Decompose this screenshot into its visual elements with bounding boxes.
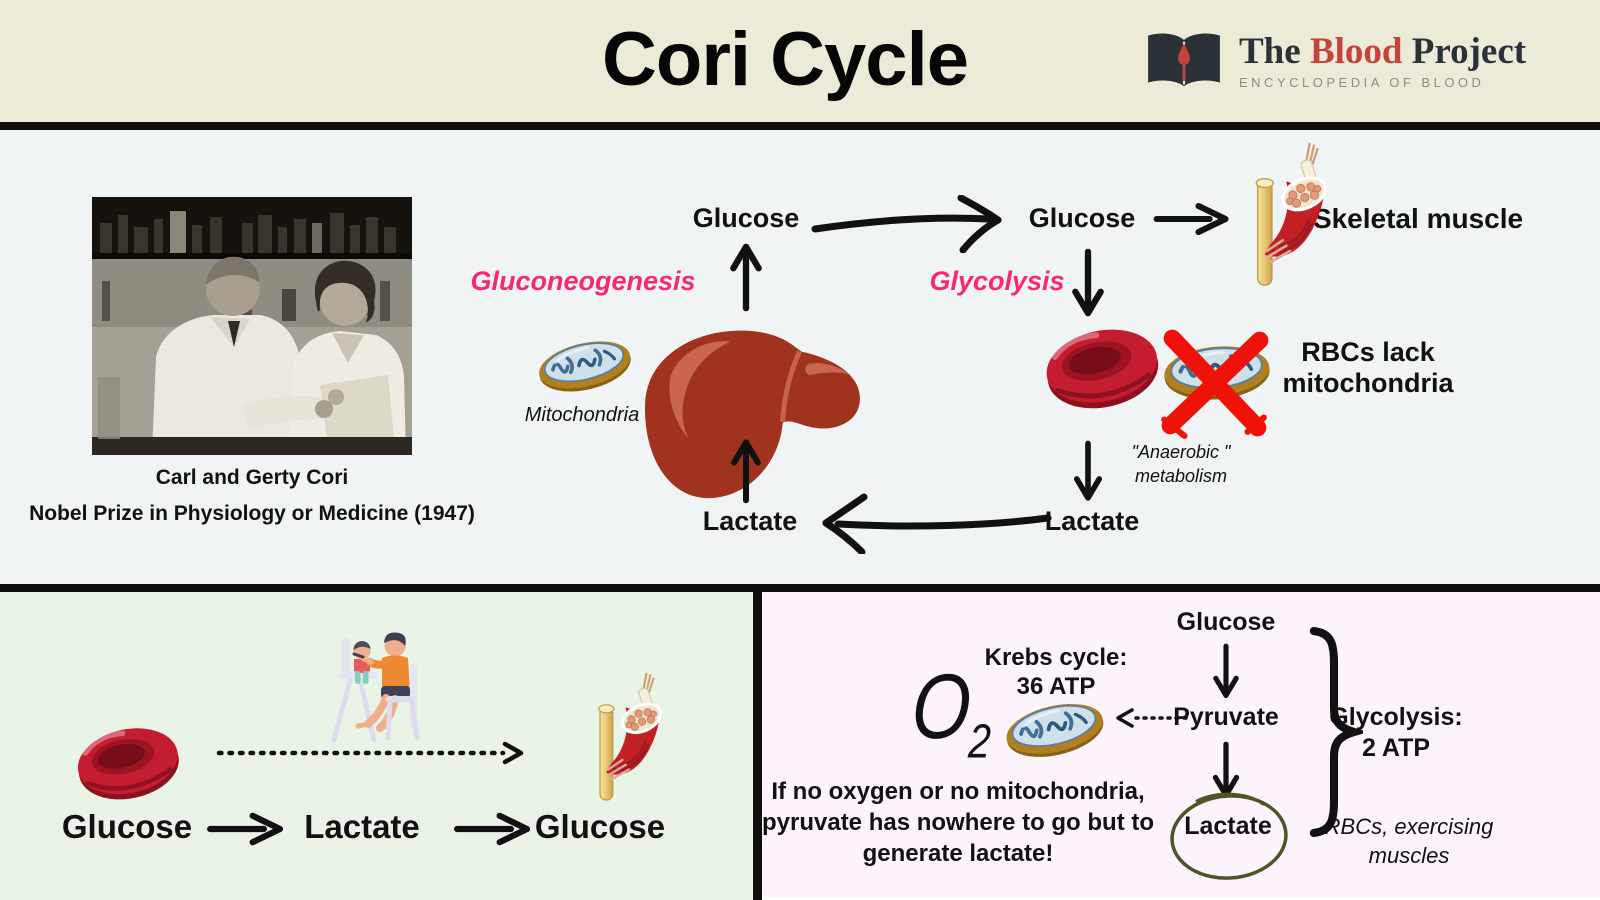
label-glucose-muscle: Glucose [1028,203,1136,233]
blood-project-logo: The Blood Project ENCYCLOPEDIA OF BLOOD [1143,30,1526,96]
lactate-circle-icon [1163,785,1295,885]
liver-icon [633,312,871,505]
rbc-icon-small [70,716,186,810]
skeletal-muscle-icon [1230,142,1330,294]
logo-wordmark: The Blood Project [1239,31,1527,72]
label-anaerobic-metabolism: "Anaerobic " metabolism [1131,442,1231,486]
red-x-icon [1152,322,1278,444]
label-rbcs-lack-mitochondria: RBCs lack mitochondria [1282,337,1454,398]
skeletal-muscle-icon-small [575,672,665,808]
arrow-liver-to-glucose [728,240,764,312]
arrow-lactate-to-lactate [808,492,1054,554]
label-no-oxygen-note: If no oxygen or no mitochondria, pyruvat… [761,778,1155,867]
label-glucose-end: Glucose [534,808,666,845]
divider-middle [0,584,1600,592]
label-glycolysis: Glycolysis [929,266,1065,296]
label-rbc-exercising-muscles: RBCs, exercising muscles [1324,814,1494,868]
label-mitochondria: Mitochondria [524,404,640,426]
mitochondria-icon [533,332,637,401]
label-glucose-start: Glucose [61,808,193,845]
arrow-lactate-to-liver [728,436,764,504]
dotted-arrow-rbc-to-muscle [215,740,527,766]
header-banner [0,0,1600,122]
label-krebs-cycle: Krebs cycle: 36 ATP [984,644,1128,700]
divider-vertical [753,592,762,900]
label-glycolysis-atp: Glycolysis: 2 ATP [1329,703,1463,762]
arrow-glucose-to-glucose [810,195,1014,253]
label-pyruvate: Pyruvate [1173,703,1279,731]
logo-subtitle: ENCYCLOPEDIA OF BLOOD [1239,75,1485,90]
page-title: Cori Cycle [602,17,969,102]
arrow-rbc-to-lactate [1070,440,1106,504]
label-gluconeogenesis: Gluconeogenesis [470,266,696,296]
label-lactate-summary: Lactate [304,808,420,845]
rbc-icon [1038,316,1166,420]
divider-top [0,122,1600,130]
label-lactate-liver: Lactate [702,506,798,536]
arrow-glucose-to-lactate-summary [205,812,287,846]
arrow-lactate-to-glucose-summary [452,812,534,846]
scientists-photo [92,197,412,455]
photo-caption-nobel: Nobel Prize in Physiology or Medicine (1… [29,502,475,525]
family-feeding-icon [298,626,448,748]
label-lactate-muscle: Lactate [1044,506,1140,536]
arrow-glucose-to-muscle [1152,202,1232,236]
arrow-glucose-to-rbc [1070,248,1106,320]
label-skeletal-muscle: Skeletal muscle [1312,203,1524,234]
photo-caption-names: Carl and Gerty Cori [155,466,349,489]
mitochondria-icon-detail [1000,694,1110,767]
arrow-glucose-to-pyruvate [1211,643,1241,701]
glycolysis-detail-section [762,592,1600,897]
dotted-arrow-pyruvate-to-mitochondria [1112,707,1190,729]
label-lactate-detail: Lactate [1184,812,1272,840]
label-glucose-detail: Glucose [1176,608,1276,636]
brace-icon [1305,625,1363,839]
label-glucose-liver: Glucose [692,203,800,233]
book-drop-icon [1143,30,1225,96]
